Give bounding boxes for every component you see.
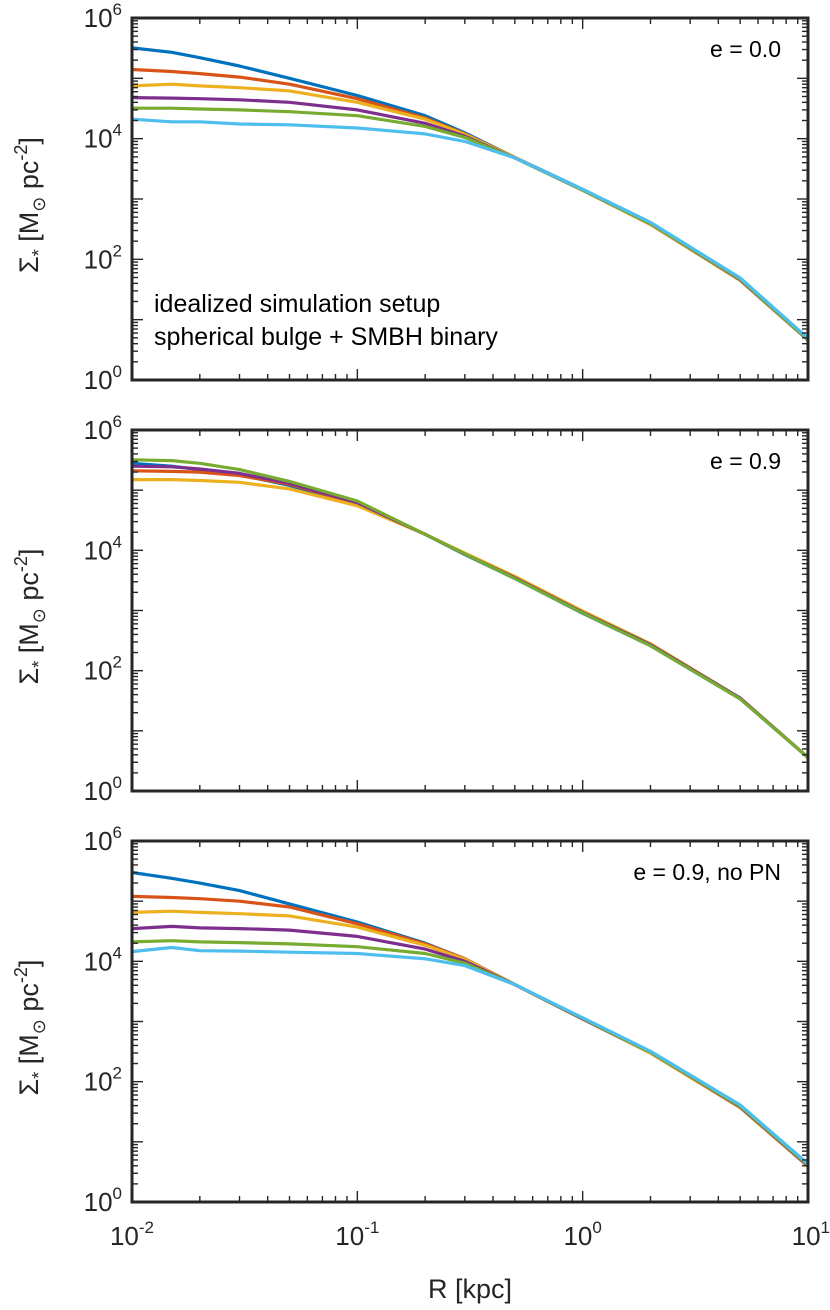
y-axis-label-close: ] — [14, 137, 44, 145]
y-tick-label: 104 — [84, 121, 122, 154]
y-axis-label-symbol: Σ — [14, 256, 44, 273]
y-tick-label: 106 — [84, 412, 122, 445]
y-tick-label: 106 — [84, 0, 122, 33]
y-axis-label-open: [M — [14, 1034, 44, 1072]
y-tick-label: 102 — [84, 1064, 122, 1097]
x-tick-label-exp: -1 — [364, 1218, 379, 1237]
x-axis-label: R [kpc] — [428, 1274, 512, 1304]
y-tick-label-base: 10 — [84, 365, 113, 395]
y-tick-label-exp: 0 — [113, 773, 122, 792]
y-tick-label-base: 10 — [84, 3, 113, 33]
y-axis-label-close: ] — [14, 549, 44, 557]
y-axis-label-exp: -2 — [11, 556, 31, 572]
y-axis-label-sun: ⊙ — [29, 608, 49, 623]
y-axis-label-sun: ⊙ — [29, 1019, 49, 1034]
x-tick-label: 100 — [563, 1218, 601, 1251]
y-tick-label-base: 10 — [84, 946, 113, 976]
axes-frame — [130, 428, 810, 793]
panel-annotation: e = 0.9 — [710, 448, 781, 474]
y-axis-label-exp: -2 — [11, 145, 31, 161]
y-tick-label-base: 10 — [84, 826, 113, 856]
y-axis-label-open: [M — [14, 212, 44, 250]
y-axis-label: Σ* [M⊙ pc-2] — [11, 960, 49, 1096]
y-tick-label: 100 — [84, 362, 122, 395]
x-tick-label-base: 10 — [792, 1221, 821, 1251]
plot-area — [132, 841, 808, 1202]
series-group — [132, 458, 808, 760]
y-axis-label-symbol: Σ — [14, 1079, 44, 1096]
y-tick-label-base: 10 — [84, 244, 113, 274]
y-tick-label: 104 — [84, 943, 122, 976]
y-tick-label-exp: 2 — [113, 1064, 122, 1083]
y-tick-label-exp: 2 — [113, 241, 122, 260]
panel-note-line: spherical bulge + SMBH binary — [154, 323, 498, 351]
y-axis-label: Σ* [M⊙ pc-2] — [11, 549, 49, 685]
y-tick-label-exp: 6 — [113, 412, 122, 431]
y-tick-label: 102 — [84, 653, 122, 686]
y-tick-label-base: 10 — [84, 1187, 113, 1217]
x-tick-label: 10-1 — [335, 1218, 379, 1251]
y-axis-label-exp: -2 — [11, 967, 31, 983]
series-group — [132, 46, 808, 342]
series-line-cyan — [132, 945, 808, 1166]
y-axis-label-close: ] — [14, 960, 44, 968]
y-tick-label-exp: 0 — [113, 362, 122, 381]
y-axis-label-sub: * — [29, 1072, 49, 1079]
x-tick-label-base: 10 — [110, 1221, 139, 1251]
y-tick-label-exp: 4 — [113, 532, 122, 551]
y-tick-label-base: 10 — [84, 124, 113, 154]
y-axis-label-unit: pc — [14, 161, 44, 197]
panel-annotation: e = 0.9, no PN — [633, 859, 781, 885]
y-axis-label-sub: * — [29, 661, 49, 668]
y-tick-label-base: 10 — [84, 776, 113, 806]
y-tick-label-exp: 4 — [113, 121, 122, 140]
axes-frame — [130, 839, 810, 1204]
y-tick-label: 100 — [84, 773, 122, 806]
y-tick-label-exp: 2 — [113, 653, 122, 672]
panel-note-line: idealized simulation setup — [154, 290, 440, 318]
y-tick-label-exp: 4 — [113, 943, 122, 962]
series-line-green — [132, 458, 808, 760]
panel-annotation: e = 0.0 — [710, 36, 781, 62]
y-tick-label-exp: 6 — [113, 823, 122, 842]
x-tick-label-exp: -2 — [139, 1218, 154, 1237]
y-tick-label-exp: 0 — [113, 1184, 122, 1203]
y-axis-label-unit: pc — [14, 572, 44, 608]
y-axis-label-unit: pc — [14, 983, 44, 1019]
y-axis-label-sun: ⊙ — [29, 197, 49, 212]
y-tick-label-base: 10 — [84, 1067, 113, 1097]
y-axis-label: Σ* [M⊙ pc-2] — [11, 137, 49, 273]
x-tick-label: 101 — [792, 1218, 830, 1251]
y-tick-label-base: 10 — [84, 656, 113, 686]
series-line-cyan — [132, 117, 808, 340]
x-tick-label-base: 10 — [563, 1221, 592, 1251]
series-group — [132, 870, 808, 1169]
x-tick-label-exp: 0 — [592, 1218, 601, 1237]
y-tick-label-exp: 6 — [113, 0, 122, 19]
y-tick-label: 104 — [84, 532, 122, 565]
y-tick-label-base: 10 — [84, 415, 113, 445]
y-tick-label: 106 — [84, 823, 122, 856]
y-axis-label-symbol: Σ — [14, 668, 44, 685]
x-tick-label-exp: 1 — [821, 1218, 830, 1237]
x-tick-label: 10-2 — [110, 1218, 154, 1251]
y-tick-label: 102 — [84, 241, 122, 274]
y-tick-label: 100 — [84, 1184, 122, 1217]
plot-area — [132, 430, 808, 791]
x-tick-label-base: 10 — [335, 1221, 364, 1251]
y-axis-label-sub: * — [29, 249, 49, 256]
y-axis-label-open: [M — [14, 623, 44, 661]
y-tick-label-base: 10 — [84, 535, 113, 565]
axes-frame — [130, 16, 810, 382]
